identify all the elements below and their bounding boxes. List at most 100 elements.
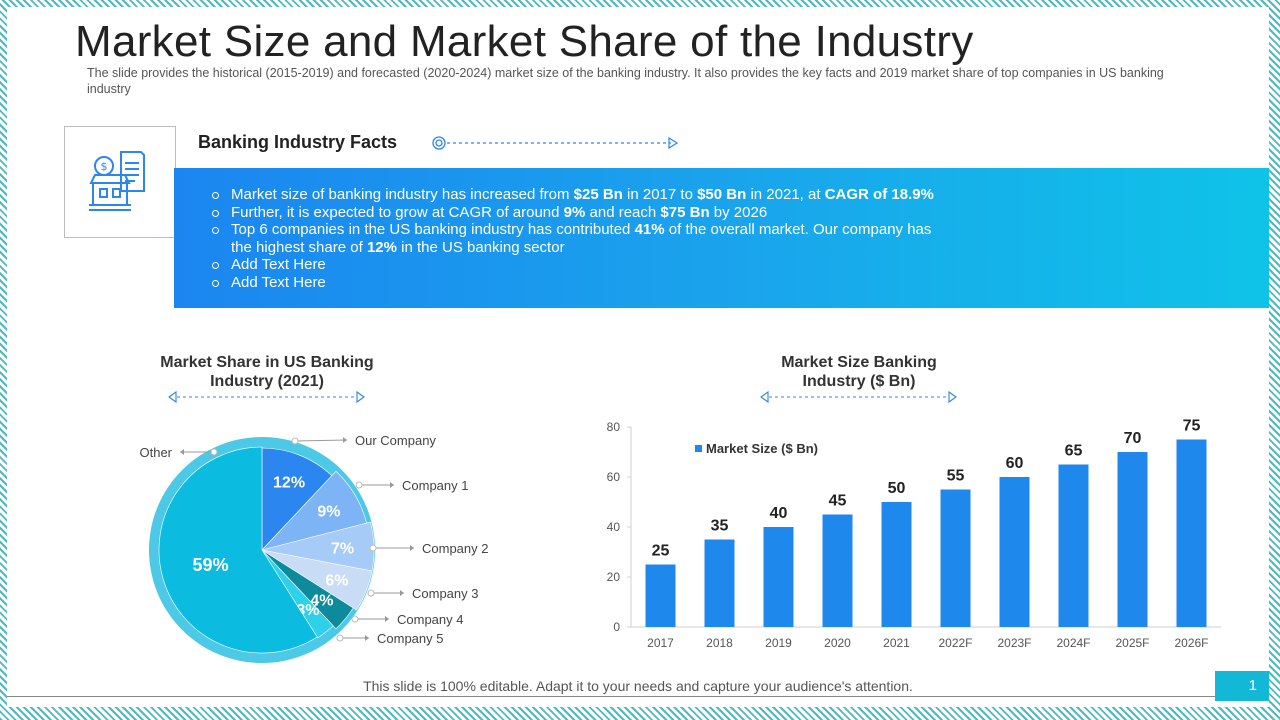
pie-leader-arrow (410, 545, 414, 551)
y-tick-label: 80 (607, 420, 621, 434)
fact-item: Top 6 companies in the US banking indust… (210, 221, 950, 256)
bar-value-label: 25 (652, 543, 670, 560)
pie-slice (261, 447, 333, 551)
bar (940, 489, 971, 627)
legend-swatch (695, 445, 702, 452)
pie-leader-dot (351, 615, 359, 623)
fact-text: and reach (585, 203, 661, 221)
fact-text: Add Text Here (231, 256, 326, 273)
bank-building-receipt-icon: $ (89, 151, 145, 211)
pie-value-label: 12% (273, 475, 305, 492)
fact-highlight: 41% (634, 221, 665, 238)
facts-list: Market size of banking industry has incr… (210, 186, 950, 291)
pie-value-label: 6% (325, 573, 348, 590)
fact-item: Add Text Here (210, 256, 950, 274)
fact-highlight: 12% (366, 238, 397, 256)
bar-value-label: 65 (1065, 443, 1083, 460)
x-tick-label: 2025F (1115, 636, 1149, 650)
fact-item: Further, it is expected to grow at CAGR … (210, 204, 950, 222)
pie-leader-arrow (400, 590, 404, 596)
pie-value-label: 4% (310, 593, 333, 610)
bar (704, 539, 735, 627)
bar-value-label: 75 (1183, 418, 1201, 435)
svg-text:$: $ (101, 160, 108, 173)
bar (1176, 439, 1207, 627)
fact-text: in the US banking sector (396, 238, 565, 256)
bar (881, 502, 912, 627)
fact-text: Add Text Here (231, 273, 326, 291)
fact-text: in 2021, at (746, 186, 825, 203)
bar-title-arrow (760, 390, 957, 404)
pie-leader-arrow (180, 449, 184, 455)
y-tick-label: 20 (607, 570, 621, 584)
fact-highlight: CAGR of 18.9% (824, 186, 934, 203)
bar (645, 564, 676, 627)
bar-value-label: 50 (888, 480, 906, 497)
bar-chart-title: Market Size Banking Industry ($ Bn) (781, 354, 937, 390)
y-tick-label: 60 (607, 470, 621, 484)
y-tick-label: 40 (607, 520, 621, 534)
x-tick-label: 2023F (997, 636, 1031, 650)
slide-title: Market Size and Market Share of the Indu… (75, 17, 974, 66)
pie-leader-line (294, 439, 348, 442)
fact-text: Further, it is expected to grow at CAGR … (231, 203, 564, 221)
pie-category-label: Company 2 (422, 541, 488, 556)
fact-text: in 2017 to (622, 186, 698, 203)
x-tick-label: 2019 (765, 636, 792, 650)
fact-text: by 2026 (709, 203, 768, 221)
pie-category-label: Company 4 (397, 612, 463, 627)
x-tick-label: 2018 (706, 636, 733, 650)
pie-leader-dot (367, 589, 375, 597)
footer-note: This slide is 100% editable. Adapt it to… (363, 678, 913, 694)
x-tick-label: 2024F (1056, 636, 1090, 650)
bar (999, 477, 1030, 627)
pie-category-label: Company 1 (402, 478, 468, 493)
pie-leader-arrow (343, 437, 347, 443)
bar-value-label: 55 (947, 468, 965, 485)
pie-leader-dot (355, 481, 363, 489)
pie-value-label: 7% (331, 540, 354, 557)
y-tick-label: 0 (613, 620, 620, 634)
bar-value-label: 45 (829, 493, 847, 510)
pie-title-arrow (168, 390, 365, 404)
pie-category-label: Company 5 (377, 631, 443, 646)
page-number-box: 1 (1215, 671, 1269, 701)
slide: Market Size and Market Share of the Indu… (7, 7, 1269, 707)
pie-category-label: Our Company (355, 433, 436, 448)
bar-value-label: 60 (1006, 455, 1024, 472)
facts-panel: Market size of banking industry has incr… (174, 168, 1269, 308)
fact-item: Add Text Here (210, 274, 950, 292)
slide-subtitle: The slide provides the historical (2015-… (87, 66, 1164, 96)
pie-leader-dot (369, 544, 377, 552)
fact-highlight: 9% (563, 203, 586, 221)
pie-leader-dot (210, 448, 218, 456)
pie-value-label: 59% (193, 555, 229, 575)
pie-category-label: Company 3 (412, 586, 478, 601)
bar (822, 514, 853, 627)
bar-value-label: 40 (770, 505, 788, 522)
facts-title: Banking Industry Facts (198, 132, 398, 152)
x-tick-label: 2022F (938, 636, 972, 650)
pie-leader-arrow (390, 482, 394, 488)
fact-highlight: $50 Bn (697, 186, 747, 203)
pie-leader-dot (336, 634, 344, 642)
bar (1058, 464, 1089, 627)
bar-value-label: 35 (711, 518, 729, 535)
pie-leader-arrow (365, 635, 369, 641)
bar (1117, 452, 1148, 627)
pie-slice (261, 549, 354, 630)
pie-leader-arrow (385, 616, 389, 622)
fact-highlight: $25 Bn (573, 186, 623, 203)
bar-chart: 0 20 40 60 80 25 2017 35 2018 40 2019 45 2020 50 2021 5… (607, 418, 1221, 650)
fact-text: Market size of banking industry has incr… (231, 186, 574, 203)
pie-category-label: Other (139, 445, 172, 460)
legend-label: Market Size ($ Bn) (706, 441, 818, 456)
fact-highlight: $75 Bn (660, 203, 710, 221)
facts-title-decoration (432, 136, 679, 150)
pie-slice (261, 549, 373, 611)
pie-slice (261, 549, 334, 639)
x-tick-label: 2020 (824, 636, 851, 650)
pie-slice (158, 446, 318, 654)
x-tick-label: 2017 (647, 636, 674, 650)
fact-item: Market size of banking industry has incr… (210, 186, 950, 204)
